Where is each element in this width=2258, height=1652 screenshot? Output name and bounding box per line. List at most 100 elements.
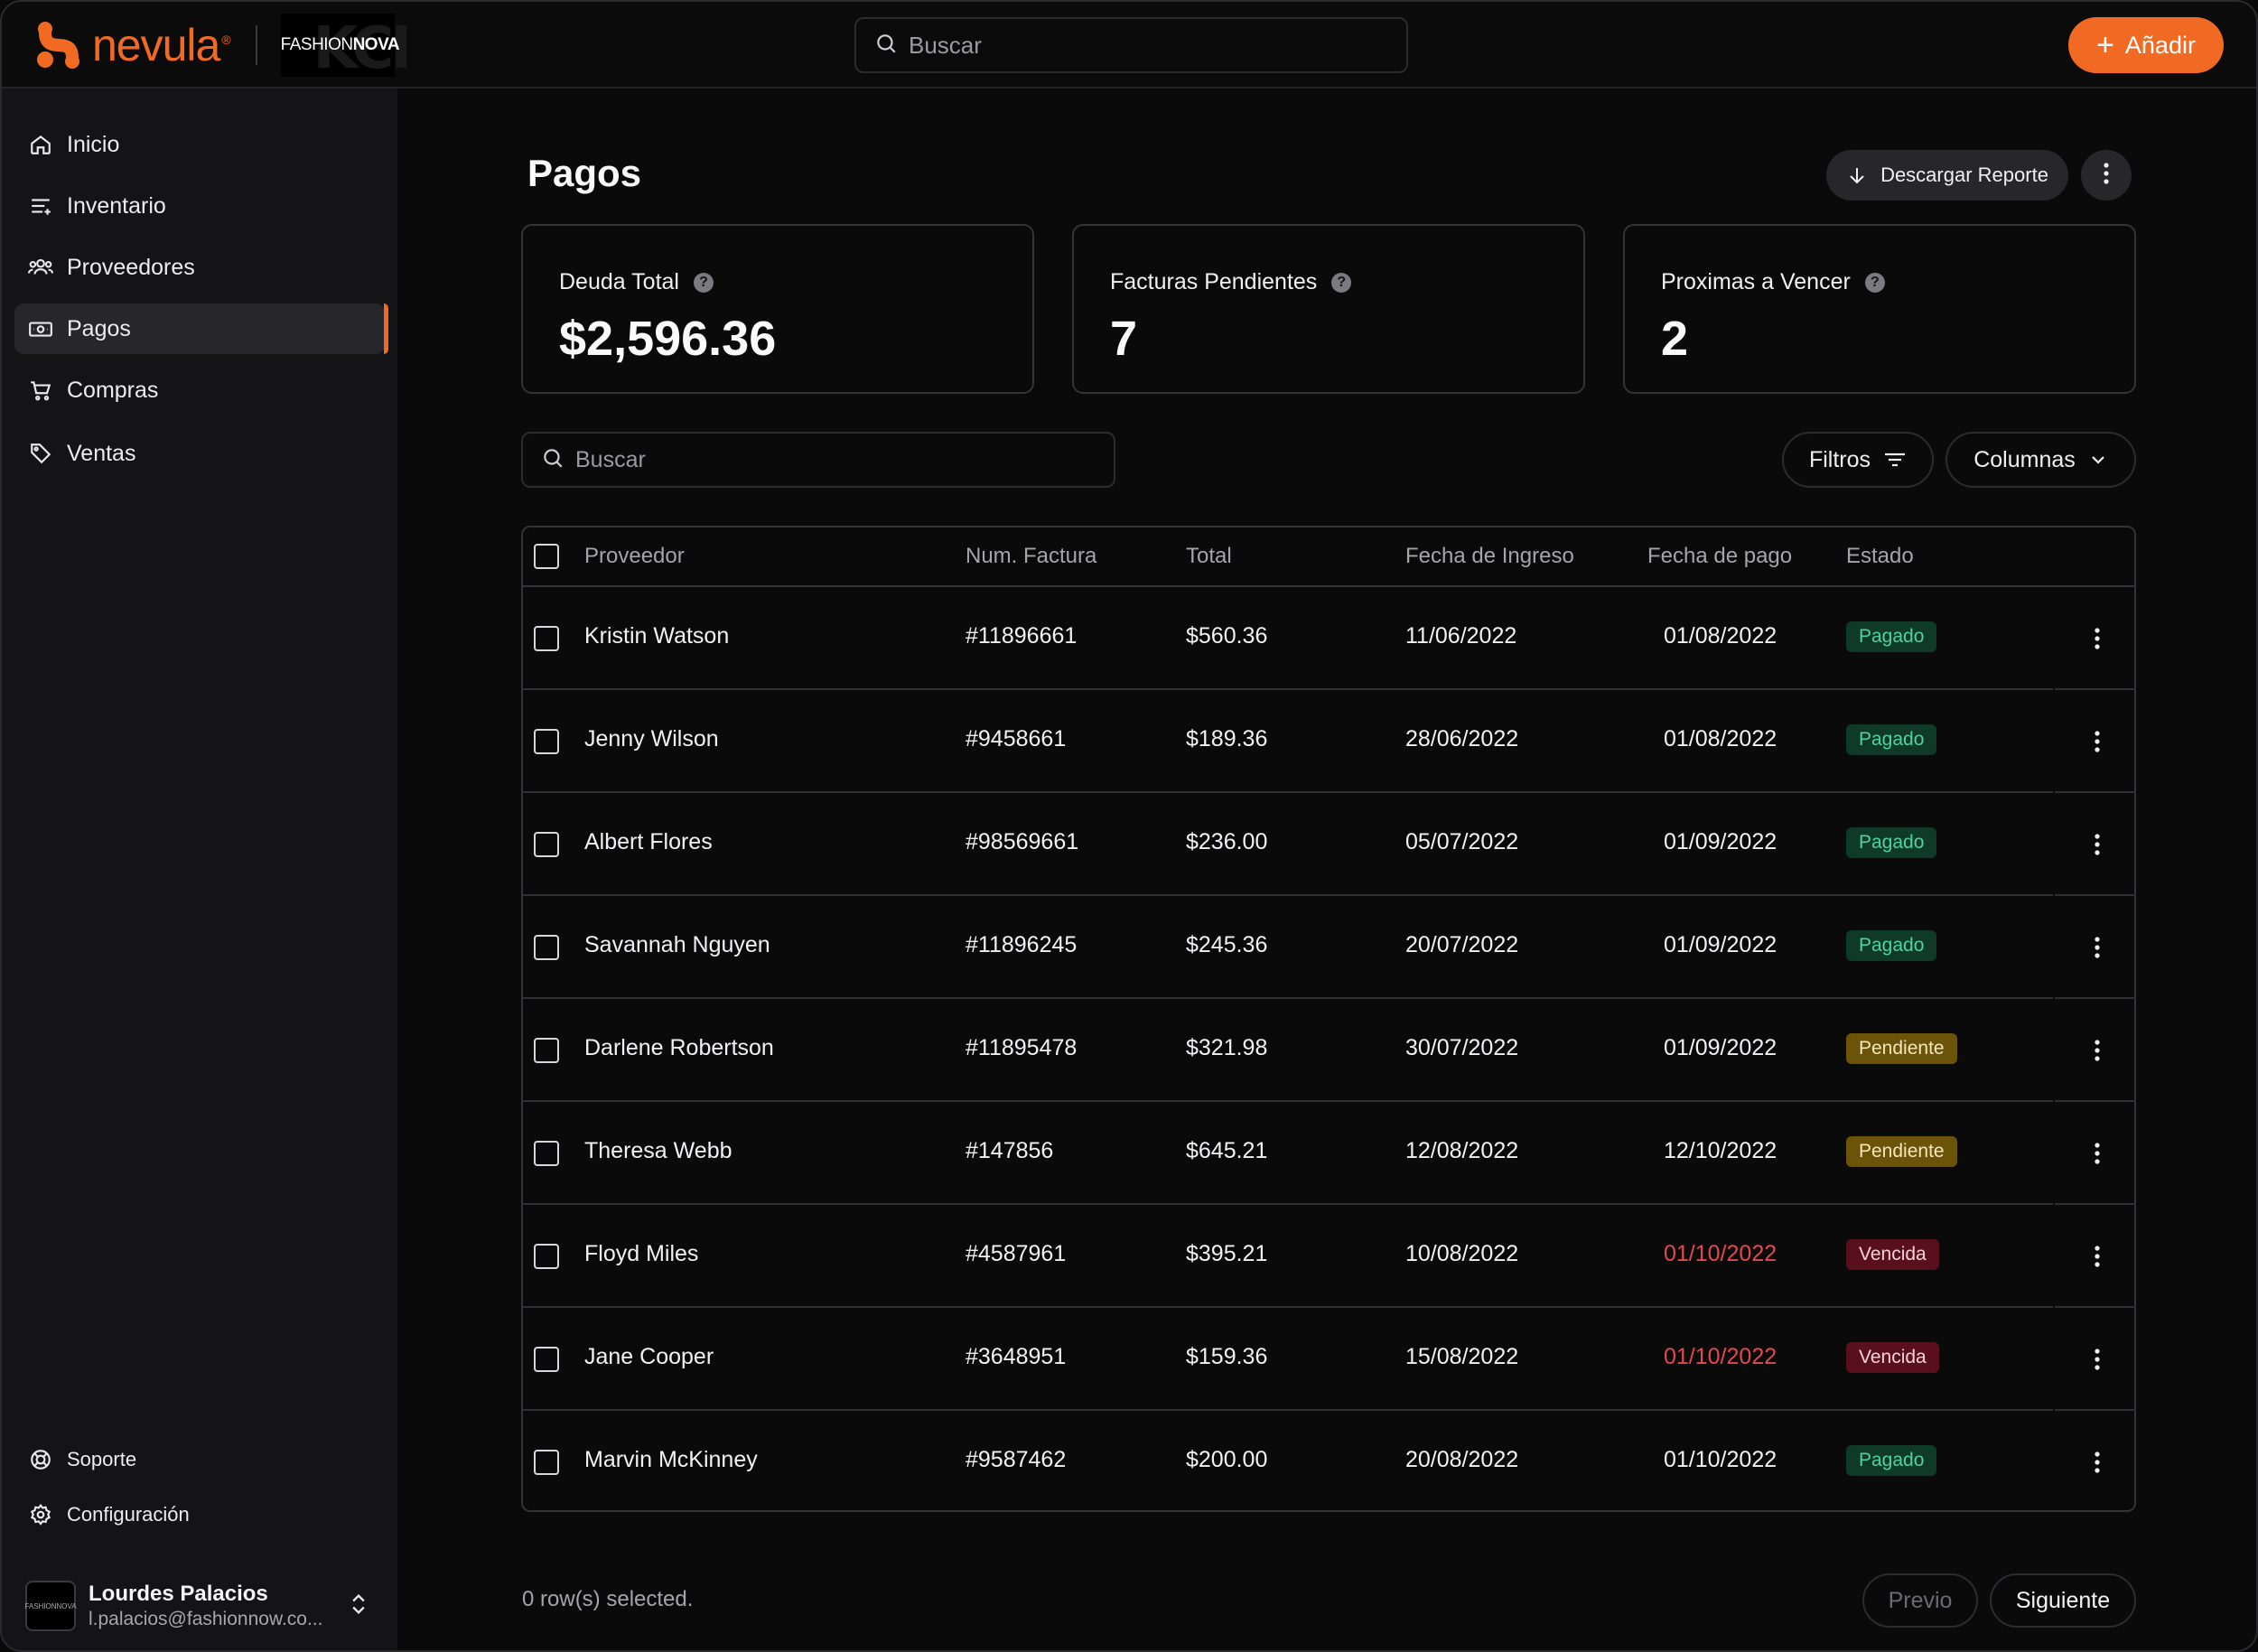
row-actions-button[interactable] — [2084, 1241, 2111, 1272]
sidebar-item-soporte[interactable]: Soporte — [14, 1434, 385, 1485]
row-actions-button[interactable] — [2084, 829, 2111, 860]
column-header-num-factura[interactable]: Num. Factura — [966, 544, 1097, 568]
row-actions-button[interactable] — [2084, 1138, 2111, 1169]
row-checkbox[interactable] — [534, 729, 559, 754]
global-search-input[interactable]: Buscar — [854, 17, 1408, 73]
payments-table: Proveedor Num. Factura Total Fecha de In… — [521, 526, 2136, 1512]
table-row[interactable]: Darlene Robertson #11895478 $321.98 30/07/2… — [523, 999, 2136, 1102]
help-icon[interactable]: ? — [1864, 272, 1885, 293]
sidebar-item-ventas[interactable]: Ventas — [14, 428, 385, 479]
row-actions-button[interactable] — [2084, 1447, 2111, 1478]
cell-total: $200.00 — [1186, 1447, 1268, 1472]
row-divider — [2055, 1203, 2136, 1205]
row-checkbox[interactable] — [534, 1038, 559, 1063]
column-header-fecha-pago[interactable]: Fecha de pago — [1647, 544, 1793, 568]
row-divider — [2055, 1409, 2136, 1411]
cell-num-factura: #147856 — [966, 1138, 1054, 1163]
previous-page-button[interactable]: Previo — [1862, 1573, 1978, 1628]
row-actions-button[interactable] — [2084, 1344, 2111, 1375]
cell-proveedor: Kristin Watson — [584, 623, 730, 649]
columns-button[interactable]: Columnas — [1945, 432, 2136, 488]
row-checkbox[interactable] — [534, 1450, 559, 1475]
filters-button[interactable]: Filtros — [1782, 432, 1934, 488]
status-badge: Pagado — [1846, 724, 1937, 755]
table-row[interactable]: Kristin Watson #11896661 $560.36 11/06/2022… — [523, 587, 2136, 690]
row-divider — [523, 1409, 2053, 1411]
row-checkbox[interactable] — [534, 1141, 559, 1166]
table-row[interactable]: Floyd Miles #4587961 $395.21 10/08/2022 01/1… — [523, 1205, 2136, 1308]
add-button[interactable]: + Añadir — [2068, 17, 2224, 73]
table-row[interactable]: Marvin McKinney #9587462 $200.00 20/08/2022… — [523, 1411, 2134, 1514]
cell-fecha-pago: 01/10/2022 — [1664, 1344, 1777, 1369]
status-badge: Pagado — [1846, 827, 1937, 858]
row-checkbox[interactable] — [534, 626, 559, 651]
nevula-logo-icon — [36, 20, 83, 70]
cell-total: $560.36 — [1186, 623, 1268, 649]
more-vertical-icon — [2095, 834, 2100, 855]
sidebar-item-proveedores[interactable]: Proveedores — [14, 242, 385, 293]
row-divider — [2055, 1306, 2136, 1308]
row-actions-button[interactable] — [2084, 932, 2111, 963]
cell-proveedor: Marvin McKinney — [584, 1447, 758, 1472]
sidebar-item-compras[interactable]: Compras — [14, 365, 385, 415]
row-actions-button[interactable] — [2084, 726, 2111, 757]
table-row[interactable]: Albert Flores #98569661 $236.00 05/07/2022 0… — [523, 793, 2136, 896]
table-search-input[interactable]: Buscar — [521, 432, 1115, 488]
avatar: FASHIONNOVA — [24, 1581, 77, 1631]
more-vertical-icon — [2095, 1040, 2100, 1061]
sidebar-item-configuracion[interactable]: Configuración — [14, 1489, 385, 1540]
next-page-button[interactable]: Siguiente — [1990, 1573, 2136, 1628]
select-all-checkbox[interactable] — [534, 544, 559, 569]
brand[interactable]: nevula ® KCI FASHIONNOVA — [36, 14, 412, 82]
sidebar-item-inventario[interactable]: Inventario — [14, 181, 385, 231]
row-checkbox[interactable] — [534, 832, 559, 857]
status-badge: Vencida — [1846, 1342, 1939, 1373]
row-divider — [523, 791, 2053, 793]
tag-icon — [27, 440, 54, 467]
table-row[interactable]: Jane Cooper #3648951 $159.36 15/08/2022 01/1… — [523, 1308, 2136, 1411]
user-email: l.palacios@fashionnow.co... — [89, 1609, 323, 1629]
more-options-button[interactable] — [2081, 150, 2132, 201]
cell-fecha-ingreso: 20/07/2022 — [1405, 932, 1519, 957]
list-icon — [27, 192, 54, 219]
row-divider — [2055, 997, 2136, 999]
download-report-button[interactable]: Descargar Reporte — [1826, 150, 2068, 201]
cell-total: $245.36 — [1186, 932, 1268, 957]
cell-proveedor: Albert Flores — [584, 829, 713, 854]
more-vertical-icon — [2103, 162, 2110, 190]
row-divider — [523, 894, 2053, 896]
column-header-estado[interactable]: Estado — [1846, 544, 1914, 568]
user-menu[interactable]: FASHIONNOVA Lourdes Palacios l.palacios@… — [24, 1579, 378, 1633]
row-checkbox[interactable] — [534, 1244, 559, 1269]
stat-card-proximas-a-vencer: Proximas a Vencer? 2 — [1623, 224, 2136, 394]
row-checkbox[interactable] — [534, 935, 559, 960]
row-divider — [523, 688, 2053, 690]
column-header-proveedor[interactable]: Proveedor — [584, 544, 685, 568]
row-divider — [2055, 791, 2136, 793]
cell-proveedor: Floyd Miles — [584, 1241, 699, 1266]
cell-proveedor: Jenny Wilson — [584, 726, 719, 751]
row-divider — [523, 1100, 2053, 1102]
row-checkbox[interactable] — [534, 1347, 559, 1372]
chevrons-up-down-icon[interactable] — [349, 1591, 369, 1621]
table-row[interactable]: Savannah Nguyen #11896245 $245.36 20/07/202… — [523, 896, 2136, 999]
help-icon[interactable]: ? — [693, 272, 714, 293]
sidebar-item-inicio[interactable]: Inicio — [14, 119, 385, 170]
more-vertical-icon — [2095, 1143, 2100, 1164]
status-badge: Pendiente — [1846, 1033, 1957, 1064]
cell-fecha-pago: 01/08/2022 — [1664, 726, 1777, 751]
card-value: 7 — [1110, 312, 1138, 366]
column-header-total[interactable]: Total — [1186, 544, 1232, 568]
row-actions-button[interactable] — [2084, 623, 2111, 654]
row-actions-button[interactable] — [2084, 1035, 2111, 1066]
column-header-fecha-ingreso[interactable]: Fecha de Ingreso — [1405, 544, 1574, 568]
cell-fecha-pago: 01/08/2022 — [1664, 623, 1777, 649]
table-row[interactable]: Theresa Webb #147856 $645.21 12/08/2022 12/1… — [523, 1102, 2136, 1205]
status-badge: Vencida — [1846, 1239, 1939, 1270]
cell-num-factura: #9587462 — [966, 1447, 1067, 1472]
table-row[interactable]: Jenny Wilson #9458661 $189.36 28/06/2022 01/… — [523, 690, 2136, 793]
status-badge: Pagado — [1846, 930, 1937, 961]
partner-logo: KCI FASHIONNOVA — [280, 14, 412, 82]
help-icon[interactable]: ? — [1331, 272, 1352, 293]
sidebar-item-pagos[interactable]: Pagos — [14, 303, 388, 354]
